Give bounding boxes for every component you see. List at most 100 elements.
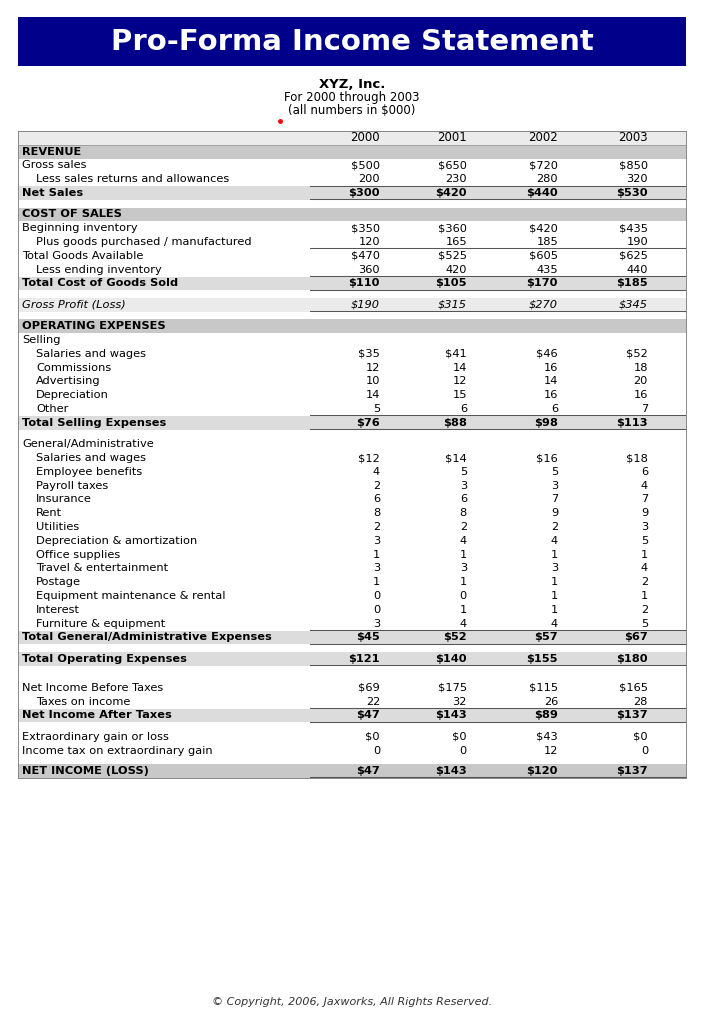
Text: 5: 5 (551, 467, 558, 477)
Text: 1: 1 (373, 550, 380, 560)
Text: $113: $113 (616, 418, 648, 428)
Text: $185: $185 (616, 279, 648, 289)
Text: 4: 4 (460, 618, 467, 629)
Text: Taxes on income: Taxes on income (36, 696, 130, 707)
Text: $435: $435 (619, 223, 648, 233)
Text: 3: 3 (373, 563, 380, 573)
Text: $190: $190 (351, 300, 380, 310)
Text: 5: 5 (373, 404, 380, 414)
Text: 2: 2 (641, 578, 648, 587)
Text: $88: $88 (443, 418, 467, 428)
Text: Total General/Administrative Expenses: Total General/Administrative Expenses (22, 633, 272, 642)
Text: $315: $315 (438, 300, 467, 310)
Text: $45: $45 (356, 633, 380, 642)
Text: 14: 14 (543, 377, 558, 386)
Text: 2003: 2003 (618, 131, 648, 144)
Text: Total Cost of Goods Sold: Total Cost of Goods Sold (22, 279, 178, 289)
Text: $12: $12 (358, 453, 380, 463)
Text: 2: 2 (373, 522, 380, 532)
Text: 3: 3 (373, 536, 380, 546)
Text: REVENUE: REVENUE (22, 146, 81, 157)
Text: $18: $18 (626, 453, 648, 463)
Text: 7: 7 (641, 495, 648, 505)
Text: NET INCOME (LOSS): NET INCOME (LOSS) (22, 766, 149, 775)
Text: 6: 6 (641, 467, 648, 477)
Text: 0: 0 (460, 745, 467, 756)
Text: 0: 0 (373, 605, 380, 614)
Text: (all numbers in $000): (all numbers in $000) (288, 104, 416, 118)
Text: 4: 4 (551, 536, 558, 546)
Text: $350: $350 (351, 223, 380, 233)
Text: 7: 7 (641, 404, 648, 414)
Text: Employee benefits: Employee benefits (36, 467, 142, 477)
Text: $345: $345 (619, 300, 648, 310)
Text: 440: 440 (627, 264, 648, 274)
Text: 14: 14 (366, 390, 380, 400)
Text: 360: 360 (358, 264, 380, 274)
Text: $52: $52 (626, 349, 648, 358)
Text: Salaries and wages: Salaries and wages (36, 349, 146, 358)
Bar (18, 17, 686, 66)
Text: 2: 2 (460, 522, 467, 532)
Text: Salaries and wages: Salaries and wages (36, 453, 146, 463)
Text: Beginning inventory: Beginning inventory (22, 223, 137, 233)
Text: Less sales returns and allowances: Less sales returns and allowances (36, 174, 229, 184)
Text: 4: 4 (641, 480, 648, 490)
Text: 4: 4 (551, 618, 558, 629)
Bar (18, 652, 686, 666)
Text: 9: 9 (641, 508, 648, 518)
Text: $440: $440 (526, 188, 558, 198)
Text: 3: 3 (373, 618, 380, 629)
Text: OPERATING EXPENSES: OPERATING EXPENSES (22, 322, 165, 332)
Text: $140: $140 (435, 654, 467, 664)
Bar (18, 631, 686, 644)
Text: 165: 165 (445, 238, 467, 247)
Text: $110: $110 (348, 279, 380, 289)
Text: $143: $143 (435, 711, 467, 721)
Text: 1: 1 (551, 591, 558, 601)
Text: $16: $16 (536, 453, 558, 463)
Text: $300: $300 (348, 188, 380, 198)
Text: 7: 7 (551, 495, 558, 505)
Text: 3: 3 (551, 480, 558, 490)
Text: $720: $720 (529, 161, 558, 171)
Text: Net Sales: Net Sales (22, 188, 83, 198)
Text: $850: $850 (619, 161, 648, 171)
Text: Selling: Selling (22, 335, 60, 345)
Text: 5: 5 (641, 536, 648, 546)
Text: 9: 9 (551, 508, 558, 518)
Text: $47: $47 (356, 711, 380, 721)
Text: $14: $14 (445, 453, 467, 463)
Text: $121: $121 (348, 654, 380, 664)
Text: $175: $175 (438, 683, 467, 693)
Text: 1: 1 (460, 578, 467, 587)
Text: 320: 320 (627, 174, 648, 184)
Text: 2002: 2002 (529, 131, 558, 144)
Text: $155: $155 (526, 654, 558, 664)
Text: General/Administrative: General/Administrative (22, 439, 154, 450)
Text: $525: $525 (438, 251, 467, 261)
Text: $470: $470 (351, 251, 380, 261)
Text: Net Income Before Taxes: Net Income Before Taxes (22, 683, 163, 693)
Text: 185: 185 (536, 238, 558, 247)
Text: $137: $137 (616, 711, 648, 721)
Text: Income tax on extraordinary gain: Income tax on extraordinary gain (22, 745, 212, 756)
Text: Insurance: Insurance (36, 495, 92, 505)
Text: 5: 5 (460, 467, 467, 477)
Text: Payroll taxes: Payroll taxes (36, 480, 108, 490)
Text: $0: $0 (365, 732, 380, 741)
Text: 1: 1 (551, 605, 558, 614)
Text: Office supplies: Office supplies (36, 550, 121, 560)
Text: 18: 18 (634, 362, 648, 373)
Text: For 2000 through 2003: For 2000 through 2003 (284, 91, 420, 104)
Text: 1: 1 (641, 550, 648, 560)
Text: 20: 20 (634, 377, 648, 386)
Text: $180: $180 (616, 654, 648, 664)
Text: 3: 3 (551, 563, 558, 573)
Text: $52: $52 (443, 633, 467, 642)
Text: Total Selling Expenses: Total Selling Expenses (22, 418, 166, 428)
Text: $46: $46 (536, 349, 558, 358)
Text: 6: 6 (460, 404, 467, 414)
Text: $57: $57 (534, 633, 558, 642)
Text: Furniture & equipment: Furniture & equipment (36, 618, 165, 629)
